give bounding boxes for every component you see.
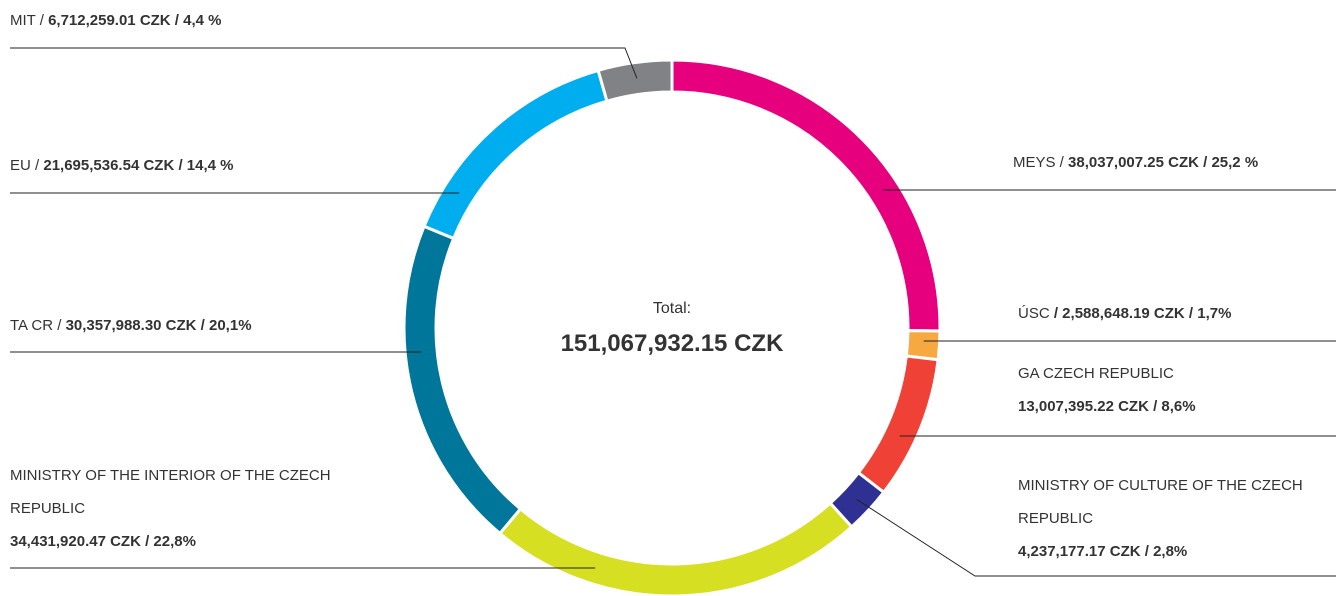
leader-line xyxy=(856,498,1336,577)
center-label: Total: xyxy=(652,300,692,317)
slice-name: MEYS / xyxy=(1013,154,1064,171)
slice-value: 4,237,177.17 CZK / 2,8% xyxy=(1018,543,1188,560)
slice-name: ÚSC xyxy=(1018,305,1050,322)
donut-segment xyxy=(596,58,674,103)
slice-value: 34,431,920.47 CZK / 22,8% xyxy=(10,533,196,550)
slice-name: EU / xyxy=(10,157,40,174)
slice-value: 13,007,395.22 CZK / 8,6% xyxy=(1018,398,1196,415)
slice-value: 38,037,007.25 CZK / 25,2 % xyxy=(1068,154,1259,171)
slice-value: 21,695,536.54 CZK / 14,4 % xyxy=(43,157,234,174)
slice-label: ÚSC / 2,588,648.19 CZK / 1,7% xyxy=(1018,297,1231,330)
slice-label: MINISTRY OF THE INTERIOR OF THE CZECH RE… xyxy=(10,459,340,558)
slice-label: GA CZECH REPUBLIC 13,007,395.22 CZK / 8,6… xyxy=(1018,357,1336,423)
donut-segment xyxy=(402,224,523,536)
total: 151,067,932.15 CZK xyxy=(560,330,784,357)
slice-name: MIT / xyxy=(10,12,44,29)
slice-value: 6,712,259.01 CZK / 4,4 % xyxy=(48,12,222,29)
donut-segment xyxy=(422,68,609,241)
donut-segment xyxy=(670,58,942,333)
slice-label: TA CR / 30,357,988.30 CZK / 20,1% xyxy=(10,309,252,342)
slice-name: GA CZECH REPUBLIC xyxy=(1018,365,1174,382)
slice-label: MINISTRY OF CULTURE OF THE CZECH REPUBLI… xyxy=(1018,469,1308,568)
slice-name: TA CR / xyxy=(10,317,62,334)
slice-label: MIT / 6,712,259.01 CZK / 4,4 % xyxy=(10,4,222,37)
slice-value: 30,357,988.30 CZK / 20,1% xyxy=(65,317,252,334)
leader-line xyxy=(10,47,638,79)
slice-name: MINISTRY OF THE INTERIOR OF THE CZECH RE… xyxy=(10,467,331,517)
donut-segment xyxy=(856,354,940,495)
slice-name: MINISTRY OF CULTURE OF THE CZECH REPUBLI… xyxy=(1018,477,1303,527)
slice-label: EU / 21,695,536.54 CZK / 14,4 % xyxy=(10,149,233,182)
slice-value: / 2,588,648.19 CZK / 1,7% xyxy=(1053,305,1232,322)
donut-segment xyxy=(497,501,854,596)
slice-label: MEYS / 38,037,007.25 CZK / 25,2 % xyxy=(1013,146,1258,179)
